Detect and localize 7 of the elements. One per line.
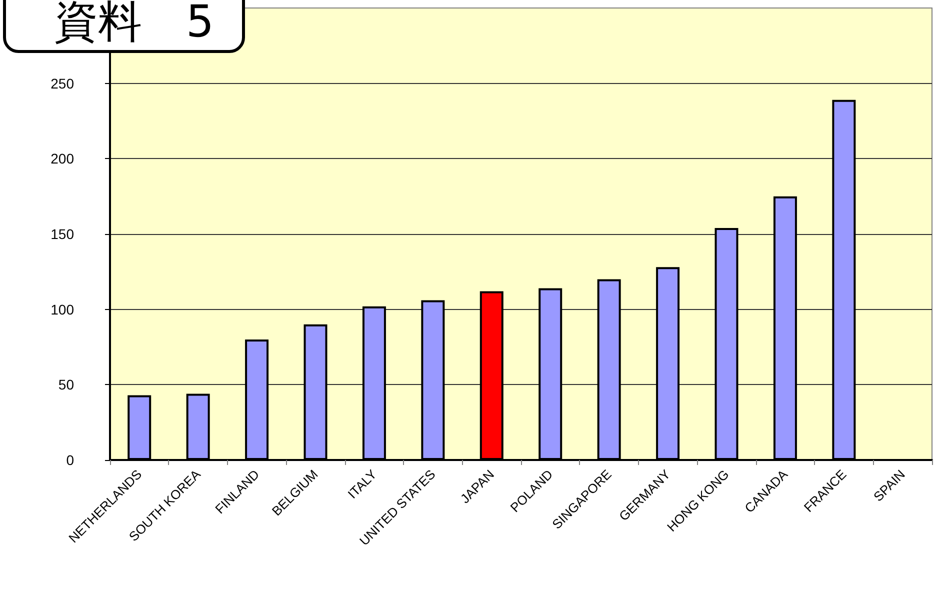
y-tick-label: 250 <box>50 75 74 92</box>
y-tick-label: 200 <box>50 150 74 167</box>
y-tick-label: 150 <box>50 226 74 242</box>
y-tick-label: 0 <box>66 452 74 468</box>
y-tick-label: 50 <box>58 376 74 393</box>
y-tick-label: 100 <box>50 301 74 318</box>
chart-title: 資料 5 <box>54 0 214 48</box>
